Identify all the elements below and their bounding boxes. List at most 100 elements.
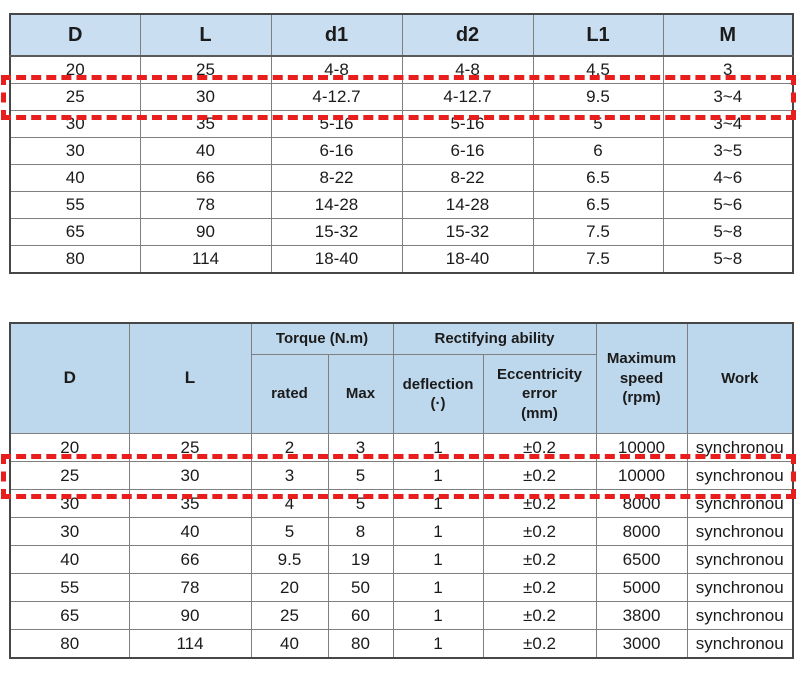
cell: 66 (139, 164, 272, 192)
dimensions-table-body: 20 25 4-8 4-8 4.5 3 25 30 4-12.7 4-12.7 9.5 3~4 30 35… (9, 55, 794, 274)
cell: 40 (128, 517, 252, 546)
cell: 114 (128, 629, 252, 659)
cell: 80 (327, 629, 394, 659)
cell: 5~6 (662, 191, 794, 219)
cell: ±0.2 (482, 545, 597, 574)
cell: 7.5 (532, 245, 664, 274)
cell: 30 (9, 489, 130, 518)
cell: synchronou (686, 461, 794, 490)
cell: 4-8 (270, 55, 403, 84)
cell: 14-28 (270, 191, 403, 219)
cell: ±0.2 (482, 573, 597, 602)
table-row: 30 35 5-16 5-16 5 3~4 (9, 110, 794, 138)
column-header-max: Max (327, 354, 394, 434)
table-row: 80 114 18-40 18-40 7.5 5~8 (9, 245, 794, 274)
cell: 3 (662, 55, 794, 84)
cell: 40 (9, 164, 141, 192)
cell: 3000 (595, 629, 688, 659)
table-row: 65 90 15-32 15-32 7.5 5~8 (9, 218, 794, 246)
header-row: D L d1 d2 L1 M (9, 13, 794, 57)
cell: 30 (9, 137, 141, 165)
table-row: 30 35 4 5 1 ±0.2 8000 synchronou (9, 489, 794, 518)
cell: 30 (128, 461, 252, 490)
cell: 5-16 (401, 110, 534, 138)
cell: 1 (392, 601, 484, 630)
cell: 25 (250, 601, 329, 630)
cell: 7.5 (532, 218, 664, 246)
cell: synchronou (686, 433, 794, 462)
cell: synchronou (686, 601, 794, 630)
cell: 4-12.7 (270, 83, 403, 111)
column-header-deflection: deflection (·) (392, 354, 484, 434)
cell: 3~5 (662, 137, 794, 165)
cell: 5-16 (270, 110, 403, 138)
cell: ±0.2 (482, 601, 597, 630)
performance-table-body: 20 25 2 3 1 ±0.2 10000 synchronou 25 30 3 5 1 ±0.2 100… (9, 433, 794, 659)
cell: 9.5 (532, 83, 664, 111)
cell: 4 (250, 489, 329, 518)
cell: 25 (128, 433, 252, 462)
cell: 65 (9, 218, 141, 246)
table-row: 20 25 2 3 1 ±0.2 10000 synchronou (9, 433, 794, 462)
cell: 80 (9, 629, 130, 659)
column-header-l: L (139, 13, 272, 57)
table-row: 30 40 6-16 6-16 6 3~5 (9, 137, 794, 165)
cell: 3~4 (662, 83, 794, 111)
cell: 6 (532, 137, 664, 165)
table-row: 40 66 8-22 8-22 6.5 4~6 (9, 164, 794, 192)
cell: 1 (392, 433, 484, 462)
cell: 10000 (595, 433, 688, 462)
cell: 5 (327, 461, 394, 490)
cell: 40 (139, 137, 272, 165)
column-header-l: L (128, 322, 252, 434)
cell: 5 (250, 517, 329, 546)
cell: 1 (392, 629, 484, 659)
cell: 4.5 (532, 55, 664, 84)
cell: 35 (139, 110, 272, 138)
cell: 30 (139, 83, 272, 111)
cell: 9.5 (250, 545, 329, 574)
table-row: 55 78 20 50 1 ±0.2 5000 synchronou (9, 573, 794, 602)
column-group-torque: Torque (N.m) (250, 322, 394, 355)
table-row: 40 66 9.5 19 1 ±0.2 6500 synchronou (9, 545, 794, 574)
cell: 25 (9, 461, 130, 490)
cell: ±0.2 (482, 629, 597, 659)
table-row: 65 90 25 60 1 ±0.2 3800 synchronou (9, 601, 794, 630)
cell: 18-40 (270, 245, 403, 274)
cell: 5000 (595, 573, 688, 602)
cell: 65 (9, 601, 130, 630)
performance-table: D L Torque (N.m) Rectifying ability Maxi… (9, 322, 794, 659)
table-row: 25 30 3 5 1 ±0.2 10000 synchronou (9, 461, 794, 490)
performance-table-header: D L Torque (N.m) Rectifying ability Maxi… (9, 322, 794, 434)
cell: 6.5 (532, 191, 664, 219)
cell: 19 (327, 545, 394, 574)
cell: 20 (9, 433, 130, 462)
column-header-work: Work (686, 322, 794, 434)
cell: 80 (9, 245, 141, 274)
cell: 8-22 (270, 164, 403, 192)
cell: 14-28 (401, 191, 534, 219)
column-header-m: M (662, 13, 794, 57)
cell: 10000 (595, 461, 688, 490)
table-row: 25 30 4-12.7 4-12.7 9.5 3~4 (9, 83, 794, 111)
cell: 30 (9, 110, 141, 138)
cell: 35 (128, 489, 252, 518)
table-row: 30 40 5 8 1 ±0.2 8000 synchronou (9, 517, 794, 546)
cell: 1 (392, 545, 484, 574)
cell: 55 (9, 573, 130, 602)
cell: synchronou (686, 573, 794, 602)
cell: ±0.2 (482, 517, 597, 546)
cell: 40 (250, 629, 329, 659)
cell: 1 (392, 573, 484, 602)
column-header-d: D (9, 322, 130, 434)
cell: 60 (327, 601, 394, 630)
cell: 8-22 (401, 164, 534, 192)
cell: 4~6 (662, 164, 794, 192)
cell: 20 (250, 573, 329, 602)
table-row: 20 25 4-8 4-8 4.5 3 (9, 55, 794, 84)
cell: 78 (139, 191, 272, 219)
cell: 15-32 (270, 218, 403, 246)
table-row: 55 78 14-28 14-28 6.5 5~6 (9, 191, 794, 219)
cell: 6-16 (270, 137, 403, 165)
cell: 8000 (595, 489, 688, 518)
